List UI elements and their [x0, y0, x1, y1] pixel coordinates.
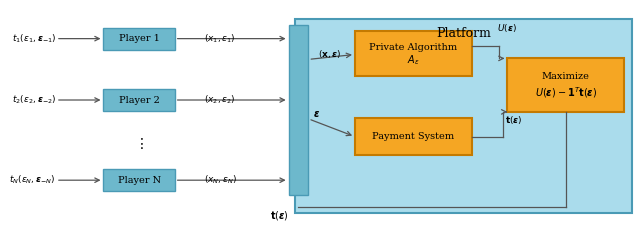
- Text: Player 1: Player 1: [118, 34, 159, 43]
- FancyBboxPatch shape: [104, 28, 175, 50]
- Text: $\mathbf{t}(\boldsymbol{\epsilon})$: $\mathbf{t}(\boldsymbol{\epsilon})$: [506, 114, 523, 126]
- Text: $(x_1, \epsilon_1)$: $(x_1, \epsilon_1)$: [204, 32, 236, 45]
- Text: Platform: Platform: [436, 27, 492, 40]
- Text: $t_N(\epsilon_N, \boldsymbol{\epsilon}_{-N})$: $t_N(\epsilon_N, \boldsymbol{\epsilon}_{…: [10, 174, 56, 187]
- Text: $\boldsymbol{\epsilon}$: $\boldsymbol{\epsilon}$: [314, 109, 321, 119]
- FancyBboxPatch shape: [355, 31, 472, 76]
- FancyBboxPatch shape: [508, 58, 624, 112]
- Text: $(x_N, \epsilon_N)$: $(x_N, \epsilon_N)$: [204, 174, 237, 187]
- Text: Player N: Player N: [118, 176, 161, 185]
- Text: Player 2: Player 2: [118, 95, 159, 104]
- Text: $U(\boldsymbol{\epsilon}) - \mathbf{1}^T\mathbf{t}(\boldsymbol{\epsilon})$: $U(\boldsymbol{\epsilon}) - \mathbf{1}^T…: [534, 86, 597, 101]
- Text: $(\mathbf{x}, \boldsymbol{\epsilon})$: $(\mathbf{x}, \boldsymbol{\epsilon})$: [318, 48, 342, 61]
- Text: Private Algorithm: Private Algorithm: [369, 43, 458, 52]
- FancyBboxPatch shape: [296, 19, 632, 213]
- FancyBboxPatch shape: [104, 89, 175, 111]
- Text: $\mathbf{t}(\boldsymbol{\epsilon})$: $\mathbf{t}(\boldsymbol{\epsilon})$: [270, 209, 289, 222]
- Text: $t_1(\epsilon_1, \boldsymbol{\epsilon}_{-1})$: $t_1(\epsilon_1, \boldsymbol{\epsilon}_{…: [12, 32, 56, 45]
- Text: $A_{\epsilon}$: $A_{\epsilon}$: [407, 54, 420, 67]
- Text: $(x_2, \epsilon_2)$: $(x_2, \epsilon_2)$: [204, 94, 236, 106]
- Text: Payment System: Payment System: [372, 132, 454, 141]
- FancyBboxPatch shape: [104, 169, 175, 191]
- FancyBboxPatch shape: [355, 118, 472, 155]
- Text: Maximize: Maximize: [542, 72, 589, 81]
- Text: $U(\boldsymbol{\epsilon})$: $U(\boldsymbol{\epsilon})$: [497, 22, 517, 34]
- FancyBboxPatch shape: [289, 25, 308, 195]
- Text: $t_2(\epsilon_2, \boldsymbol{\epsilon}_{-2})$: $t_2(\epsilon_2, \boldsymbol{\epsilon}_{…: [12, 94, 56, 106]
- Text: $\vdots$: $\vdots$: [134, 136, 144, 151]
